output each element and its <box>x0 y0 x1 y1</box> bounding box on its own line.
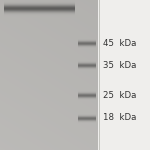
Text: 18  kDa: 18 kDa <box>103 114 136 123</box>
Text: 45  kDa: 45 kDa <box>103 39 136 48</box>
Text: 35  kDa: 35 kDa <box>103 60 136 69</box>
Text: 25  kDa: 25 kDa <box>103 90 136 99</box>
